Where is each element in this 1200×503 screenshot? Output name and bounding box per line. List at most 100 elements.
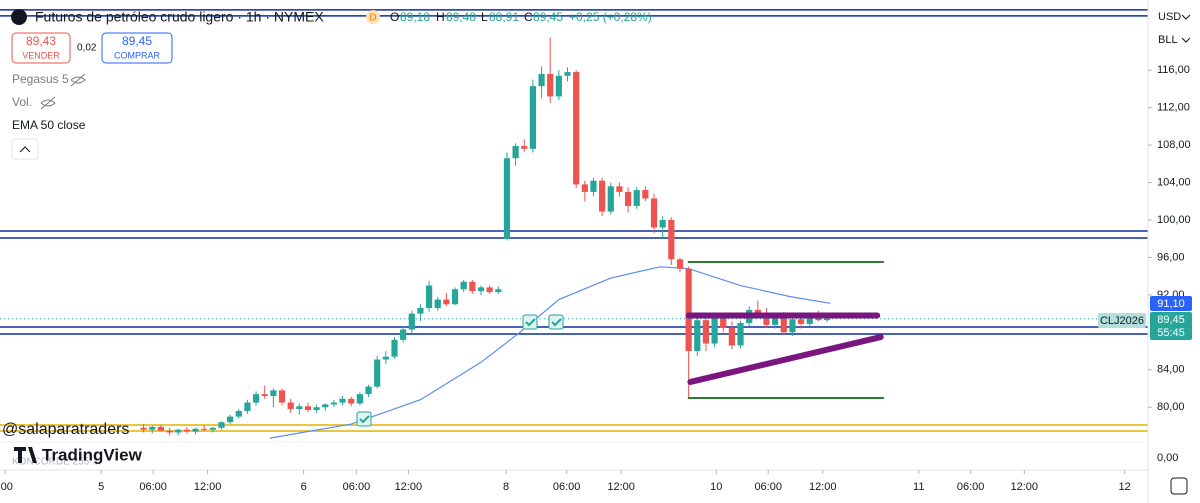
candle-body [192,428,199,432]
candle-body [763,313,770,325]
pane2-title: KONCORDE 255 ... [12,457,100,468]
x-tick-label: 06:00 [343,481,371,493]
candle-body [581,184,588,192]
candle-body [209,427,216,430]
candle-body [400,329,407,340]
unit[interactable]: BLL [1158,34,1178,46]
x-tick-label: 12:00 [607,481,635,493]
spread: 0,02 [77,43,97,54]
candle-body [443,299,450,305]
indicator-label[interactable]: EMA 50 close [12,118,86,132]
symbol-label: CLJ2026 [1100,315,1144,327]
x-tick-label: 12 [1119,481,1131,493]
trade-marker-check [525,318,536,327]
ema-price: 91,10 [1157,298,1185,310]
candle-body [616,186,623,192]
sell-button[interactable] [11,32,71,64]
trade-marker [356,411,372,427]
badge: D [369,13,376,24]
candle-body [374,359,381,387]
badge-bg [366,10,380,24]
ema-line [269,266,831,439]
x-tick-label: 12:00 [395,481,423,493]
candle-body [477,287,485,292]
candle-body [624,191,632,206]
candle-body [642,190,649,199]
plot-area [0,9,1148,439]
candle-body [252,394,260,403]
candle-body [495,289,502,293]
candle-body [270,390,277,396]
symbol-tag [1098,313,1146,328]
candle-body [356,394,363,404]
candle-body [694,320,701,352]
candle-body [287,402,294,410]
y-tick-label: 108,00 [1157,139,1191,151]
symbol-icon[interactable] [11,9,27,25]
x-tick-label: 12:00 [809,481,837,493]
candle-body [391,339,398,357]
buy-price: 89,45 [122,34,152,48]
candle-body [382,356,389,360]
logo-icon [14,447,37,463]
ohlc-label: O [390,10,399,24]
candle-body [823,318,831,321]
currency[interactable]: USD [1158,11,1181,23]
candle-body [296,406,303,410]
candle-body [555,75,562,97]
candle-body [676,259,684,269]
hide-icon[interactable] [70,73,86,87]
candle-body [503,158,511,239]
ohlc-value: 89,45 [533,10,563,24]
candle-body [711,318,718,344]
change: +0,25 (+0,28%) [569,10,652,24]
trade-marker [522,314,538,330]
candle-body [599,180,606,212]
candle-body [339,398,346,403]
time-axis: :00 5 06:00 12:00 6 06:00 12:00 8 06:00 12:00 10 06… [0,470,1131,493]
candle-body [417,308,424,314]
buy-label: COMPRAR [114,50,161,60]
candle-body [304,406,312,411]
pane2-tick: 0,00 [1157,452,1178,464]
candle-body [685,268,692,352]
ohlc-label: L [481,10,488,24]
candle-body [218,422,225,428]
x-tick-label: 06:00 [957,481,985,493]
indicator-label[interactable]: Pegasus 5 [12,72,69,86]
chart-title[interactable]: Futuros de petróleo crudo ligero · 1h · … [35,9,324,25]
last-price: 89,45 [1157,314,1185,326]
candle-body [789,319,796,333]
indicator-label[interactable]: Vol. [12,95,32,109]
candle-body [348,398,355,404]
candle-body [702,320,710,344]
candle-body [486,287,493,293]
trade-marker [548,314,564,330]
candle-body [322,404,329,408]
candle-body [244,402,251,411]
ohlc-value: 89,18 [400,10,430,24]
trade-marker-check [359,415,370,424]
trade-marker-check [551,318,562,327]
candle-body [313,407,320,411]
sell-label: VENDER [22,50,60,60]
settings-button[interactable] [1170,477,1188,495]
candle-body [797,319,805,324]
candle-body [521,146,528,149]
collapse-button[interactable] [11,138,39,160]
chevron-icon [1181,14,1191,20]
y-tick-label: 112,00 [1157,102,1190,114]
candle-body [633,190,640,206]
candle-body [166,430,173,433]
candle-body [175,429,182,433]
candle-body [564,72,571,76]
candle-body [149,426,156,430]
candle-body [227,416,234,423]
buy-button[interactable] [101,32,173,64]
candle-body [650,198,658,228]
x-tick-label: 06:00 [139,481,167,493]
ema-price-tag [1150,296,1192,311]
hide-icon[interactable] [40,96,56,110]
